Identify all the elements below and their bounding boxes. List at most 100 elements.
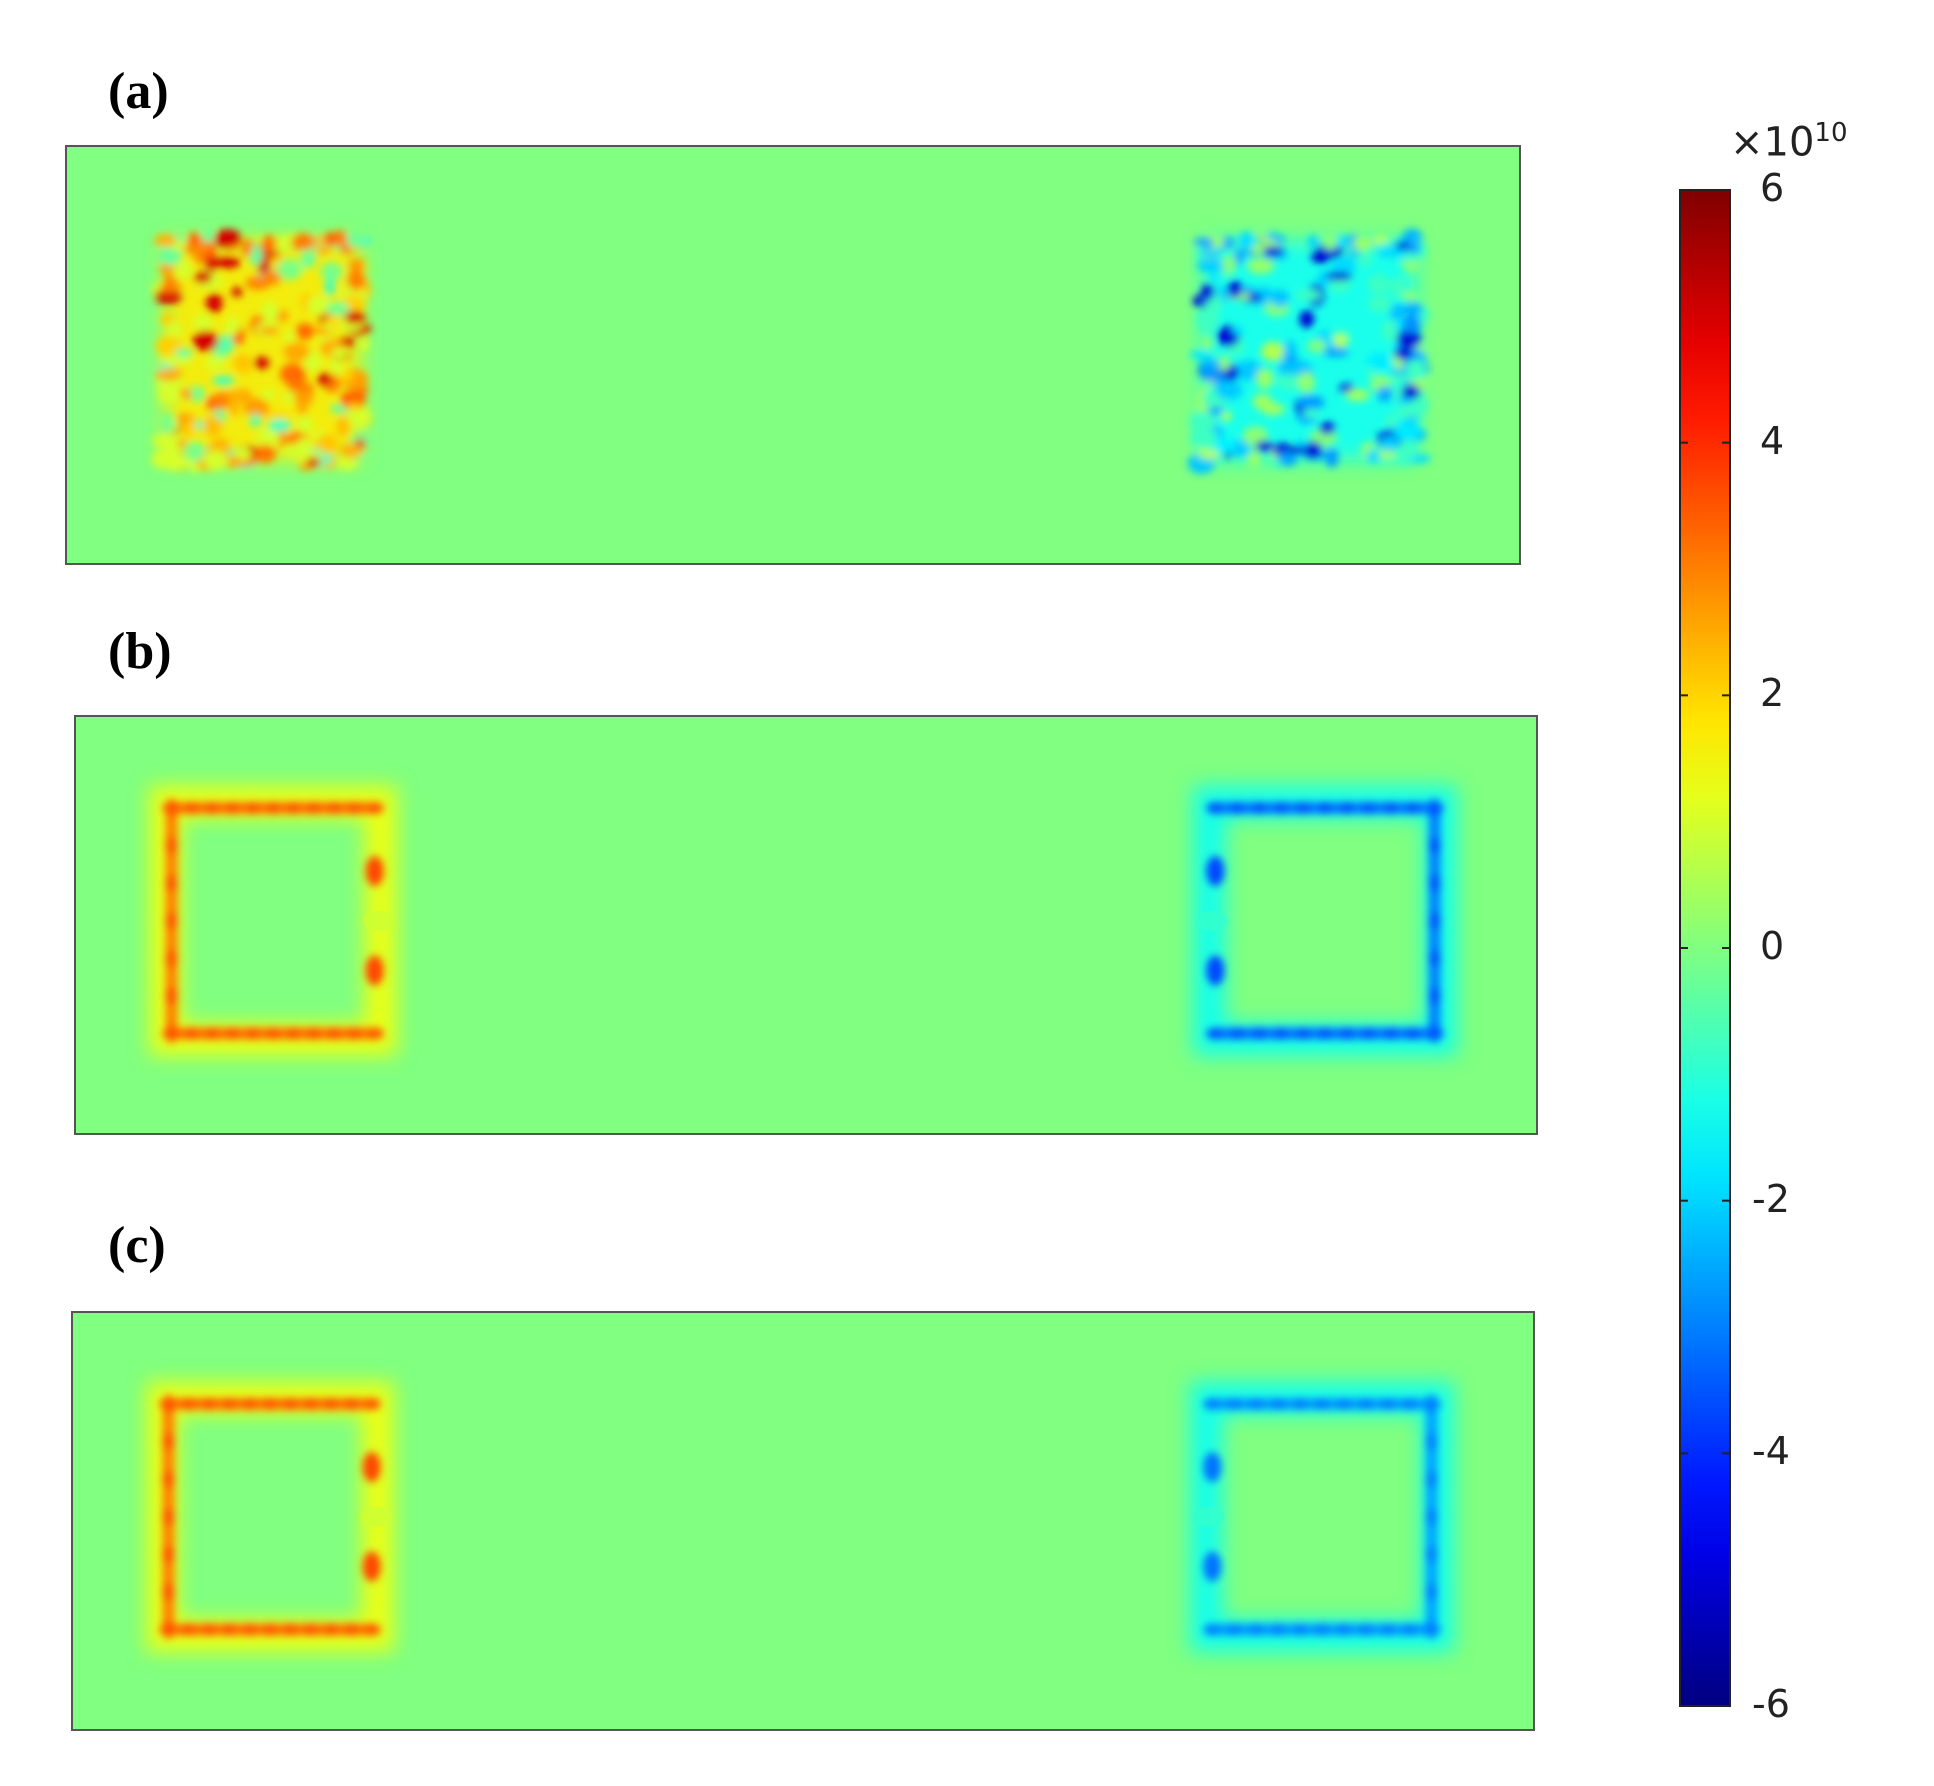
spot <box>1297 371 1316 393</box>
spot <box>151 433 180 448</box>
edge-spot <box>1428 949 1441 968</box>
spot <box>261 301 279 324</box>
spot <box>156 389 183 403</box>
panel-b <box>74 715 1538 1135</box>
edge-spot <box>1247 1623 1266 1636</box>
edge-spot <box>1250 801 1269 814</box>
spot <box>1233 249 1245 265</box>
spot <box>1256 368 1274 390</box>
spot <box>1325 447 1339 468</box>
edge-spot <box>284 1027 303 1040</box>
edge-spot <box>162 1620 175 1639</box>
edge-spot <box>243 1027 262 1040</box>
edge-spot <box>1337 1027 1356 1040</box>
edge-spot <box>264 801 283 814</box>
edge-spot <box>1428 798 1441 817</box>
spot <box>295 323 314 340</box>
edge-spot <box>1313 1623 1332 1636</box>
edge-spot <box>365 1027 384 1040</box>
edge-spot <box>1428 874 1441 893</box>
spot <box>1307 339 1327 353</box>
spot <box>258 326 280 336</box>
edge-spot <box>1428 987 1441 1006</box>
spot <box>1393 421 1421 441</box>
spot <box>1322 231 1338 251</box>
spot <box>348 401 360 411</box>
spot <box>154 234 177 247</box>
edge-spot <box>284 801 303 814</box>
spot <box>307 295 331 316</box>
open-side-spot <box>1206 856 1225 887</box>
right-region <box>1193 785 1457 1056</box>
spot <box>1215 380 1243 400</box>
edge-spot <box>1203 1623 1222 1636</box>
colorbar-gradient <box>1679 189 1731 1707</box>
edge-spot <box>1425 1394 1438 1413</box>
edge-spot <box>1203 1397 1222 1410</box>
spot <box>306 457 321 467</box>
spot <box>1380 436 1400 452</box>
edge-spot <box>322 1397 341 1410</box>
edge-spot <box>1428 911 1441 930</box>
colorbar-tick-label: 0 <box>1760 924 1785 968</box>
edge-spot <box>1269 1623 1288 1636</box>
spot <box>358 335 369 352</box>
edge-spot <box>179 1397 198 1410</box>
spot <box>331 347 348 359</box>
edge-spot <box>162 1470 175 1489</box>
spot <box>1389 276 1407 299</box>
spot <box>344 310 366 325</box>
panel-background <box>71 1311 1535 1731</box>
spot <box>291 233 316 251</box>
spot <box>1345 388 1370 402</box>
open-side-glow <box>359 1506 392 1527</box>
spot <box>243 398 270 418</box>
spot <box>253 356 270 370</box>
spot <box>1366 449 1381 463</box>
spot <box>340 389 366 411</box>
spot <box>1366 368 1377 378</box>
edge-spot <box>1294 801 1313 814</box>
spot <box>318 433 339 455</box>
right-region <box>1190 1381 1454 1652</box>
edge-spot <box>1225 1397 1244 1410</box>
spot <box>1197 257 1224 273</box>
spot <box>1396 404 1421 418</box>
spot <box>161 452 190 471</box>
spot <box>330 356 343 378</box>
spot <box>254 444 276 464</box>
edge-spot <box>1337 801 1356 814</box>
edge-spot <box>1294 1027 1313 1040</box>
edge-spot <box>264 1027 283 1040</box>
spot <box>155 368 182 381</box>
frame-edges <box>159 1394 381 1639</box>
spot <box>354 411 365 427</box>
spot <box>261 235 277 253</box>
panel-label-b: (b) <box>108 623 172 680</box>
panel-a <box>65 145 1521 565</box>
spot <box>320 261 343 281</box>
spot <box>1216 355 1231 371</box>
spot <box>256 428 281 449</box>
spot <box>157 247 182 266</box>
edge-spot <box>1359 1027 1378 1040</box>
edge-spot <box>162 1394 175 1413</box>
spot <box>293 391 314 406</box>
edge-spot <box>162 1583 175 1602</box>
spot <box>252 236 263 245</box>
spot <box>210 438 230 454</box>
edge-spot <box>1334 1397 1353 1410</box>
spot <box>1352 235 1373 252</box>
spot <box>1247 452 1261 468</box>
spot <box>193 271 213 284</box>
colorbar-tick-label: -6 <box>1752 1682 1790 1726</box>
spot <box>229 403 240 417</box>
colorbar-multiplier-exponent: 10 <box>1814 118 1848 148</box>
spot <box>184 441 205 462</box>
edge-spot <box>223 1027 242 1040</box>
edge-spot <box>200 1397 219 1410</box>
edge-spot <box>1428 836 1441 855</box>
spot <box>1234 360 1263 381</box>
spot <box>1221 411 1232 422</box>
